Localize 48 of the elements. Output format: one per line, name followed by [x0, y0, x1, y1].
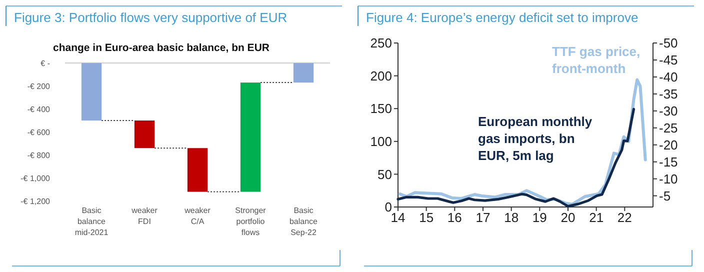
x-tick-label: 18	[504, 210, 519, 225]
bar	[134, 120, 155, 148]
y2-tick-label: -40	[659, 70, 678, 85]
y-tick-label: -€ 800	[27, 150, 51, 160]
y2-tick-label: -45	[659, 52, 678, 68]
x-tick-label: 21	[589, 210, 604, 225]
x-tick-label: 19	[532, 210, 547, 225]
x-tick-label: weaker C/A	[184, 206, 211, 226]
series-label: European monthly gas imports, bn EUR, 5m lag	[478, 114, 593, 163]
chart-title: Figure 3: Portfolio flows very supportive of EUR	[14, 10, 288, 25]
line-series	[396, 108, 636, 208]
y2-tick-label: -35	[659, 86, 678, 102]
x-tick-label: Stronger portfolio flows	[235, 206, 266, 237]
y2-tick-label: -15	[659, 154, 678, 170]
y2-tick-label: -10	[659, 171, 678, 186]
y2-tick-label: -25	[659, 120, 678, 136]
y-tick-label: -€ 1,200	[20, 196, 51, 206]
y2-tick-label: -30	[659, 103, 678, 118]
y2-tick-label: -5	[659, 188, 671, 204]
x-tick-label: 14	[390, 210, 406, 225]
y-tick-label: -€ 400	[27, 104, 51, 114]
y-tick-label: -€ 200	[27, 82, 51, 91]
bar	[187, 148, 208, 192]
chart-subtitle: change in Euro-area basic balance, bn EUR	[53, 42, 270, 54]
y-tick-label: 150	[370, 101, 392, 116]
y-tick-label: 250	[370, 36, 392, 51]
y-tick-label: 50	[378, 166, 392, 182]
x-tick-label: Basic balance Sep-22	[289, 206, 318, 237]
y-tick-label: 200	[370, 68, 392, 84]
y2-tick-label: -50	[659, 36, 678, 51]
y-tick-label: -€ 600	[27, 128, 51, 137]
x-tick-label: 16	[447, 210, 462, 225]
y-tick-label: € -	[40, 58, 50, 68]
x-tick-label: 15	[419, 210, 434, 225]
x-tick-label: weaker FDI	[130, 206, 158, 226]
y2-tick-label: -20	[659, 137, 678, 152]
y-tick-label: 100	[370, 134, 392, 149]
y-tick-label: 0	[384, 200, 392, 215]
bar	[81, 63, 102, 120]
y-tick-label: -€ 1,000	[20, 174, 51, 183]
bar	[293, 63, 314, 83]
x-tick-label: 22	[617, 210, 632, 225]
chart-title: Figure 4: Europe’s energy deficit set to improve	[366, 10, 638, 25]
x-tick-label: 20	[560, 210, 576, 225]
series-label: TTF gas price, front-month	[552, 44, 640, 76]
bar	[240, 82, 261, 192]
x-tick-label: 17	[476, 210, 490, 225]
x-tick-label: Basic balance mid-2021	[74, 206, 109, 237]
